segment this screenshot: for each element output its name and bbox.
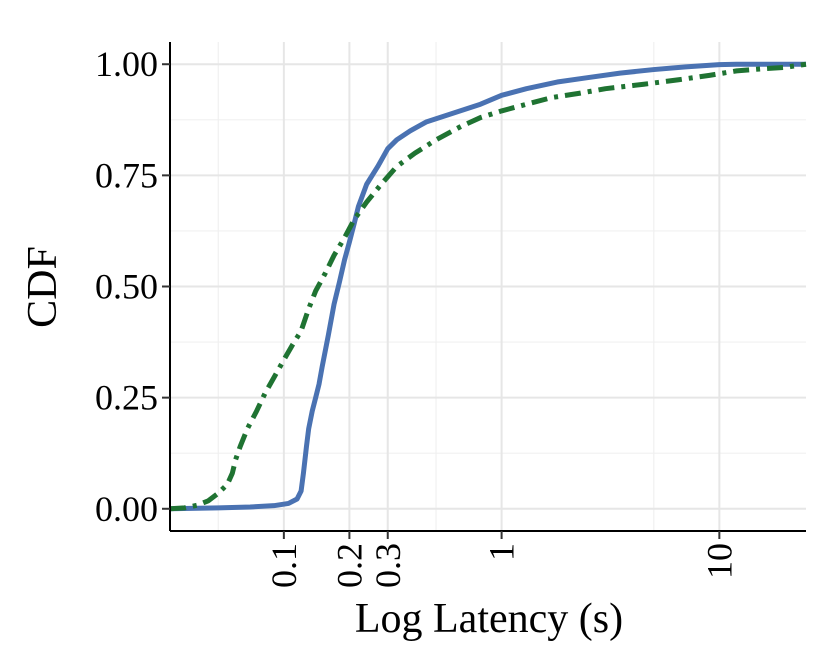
y-tick-label: 0.00 — [95, 489, 158, 529]
y-tick-label: 0.50 — [95, 267, 158, 307]
x-tick-label: 10 — [699, 543, 739, 579]
x-tick-label: 1 — [482, 543, 522, 561]
x-tick-label: 0.3 — [368, 543, 408, 588]
series-lines — [169, 61, 807, 512]
grid-lines — [170, 42, 806, 531]
x-axis-title: Log Latency (s) — [355, 596, 623, 642]
y-axis-title: CDF — [20, 246, 66, 328]
x-tick-label: 0.2 — [329, 543, 369, 588]
tick-labels: 0.00 0.25 0.50 0.75 1.00 0.1 0.20.3 1 10 — [95, 44, 739, 588]
y-tick-label: 1.00 — [95, 44, 158, 84]
x-tick-label: 0.1 — [264, 543, 304, 588]
y-tick-label: 0.25 — [95, 378, 158, 418]
y-tick-label: 0.75 — [95, 155, 158, 195]
